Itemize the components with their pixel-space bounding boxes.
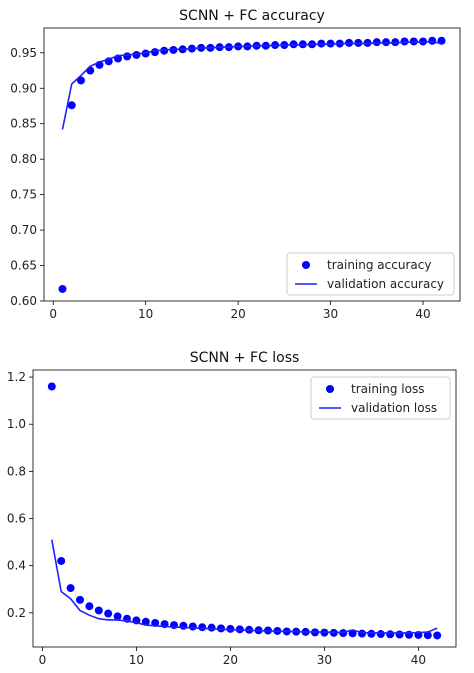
legend-label: training accuracy [327,258,431,272]
legend-label: validation accuracy [327,277,444,291]
x-tick-label: 10 [138,307,153,321]
legend-label: training loss [351,382,424,396]
data-point [113,612,122,621]
y-tick-label: 0.85 [10,117,37,131]
data-point [358,629,366,638]
y-tick-label: 0.70 [10,223,37,237]
y-tick-label: 0.6 [7,512,26,526]
data-point [226,624,235,633]
y-tick-label: 0.95 [10,46,37,60]
data-point [423,631,432,640]
y-tick-label: 1.2 [7,370,26,384]
data-point [58,284,67,293]
data-point [433,631,442,640]
data-point [198,623,207,632]
data-point [47,382,56,391]
data-point [405,630,413,639]
y-tick-label: 0.60 [10,294,37,308]
chart-accuracy: SCNN + FC accuracy 0 10 20 30 40 0.60 0.65 0.70 0… [10,8,461,321]
data-point [94,606,103,615]
data-point [376,630,385,639]
data-point [395,630,404,639]
plot-frame [43,27,461,302]
x-tick-label: 30 [323,307,338,321]
y-tick-label: 0.80 [10,152,37,166]
chart-title: SCNN + FC accuracy [179,8,325,24]
data-point [104,609,113,618]
series-line-validation-accuracy [61,40,442,130]
legend-box [310,376,451,420]
x-tick-label: 30 [317,653,332,667]
data-point [76,76,85,85]
data-point [66,584,75,593]
x-tick-label: 40 [415,307,430,321]
data-point [76,595,84,604]
x-tick-label: 20 [223,653,238,667]
y-tick-label: 0.4 [7,559,26,573]
plot-frame [32,369,457,648]
legend-box [286,252,455,296]
series-line-validation-loss [51,539,438,634]
data-point [217,624,225,633]
y-tick-label: 0.8 [7,464,26,478]
data-point [179,621,188,630]
y-tick-label: 1.0 [7,417,26,431]
x-tick-label: 10 [129,653,144,667]
legend-label: validation loss [351,401,437,415]
y-tick-label: 0.90 [10,81,37,95]
x-tick-label: 20 [230,307,245,321]
chart-loss: SCNN + FC loss 0 10 20 30 40 0.2 0.4 0.6 0.8 1.0 1.… [7,350,457,667]
y-tick-label: 0.65 [10,259,37,273]
data-point [207,623,216,632]
data-point [67,101,76,110]
x-tick-label: 0 [49,307,57,321]
series-markers-training-loss [47,382,442,640]
legend: training accuracy validation accuracy [286,252,455,296]
y-tick-label: 0.75 [10,188,37,202]
data-point [123,52,132,61]
data-point [367,629,376,638]
legend-marker-swatch [326,385,334,393]
y-tick-label: 0.2 [7,606,26,620]
data-point [188,622,197,631]
chart-title: SCNN + FC loss [190,350,300,366]
x-tick-label: 40 [411,653,426,667]
data-point [57,556,66,565]
x-tick-label: 0 [39,653,47,667]
legend-marker-swatch [302,261,310,269]
data-point [85,602,94,611]
legend: training loss validation loss [310,376,451,420]
data-point [386,630,395,639]
data-point [86,66,95,75]
